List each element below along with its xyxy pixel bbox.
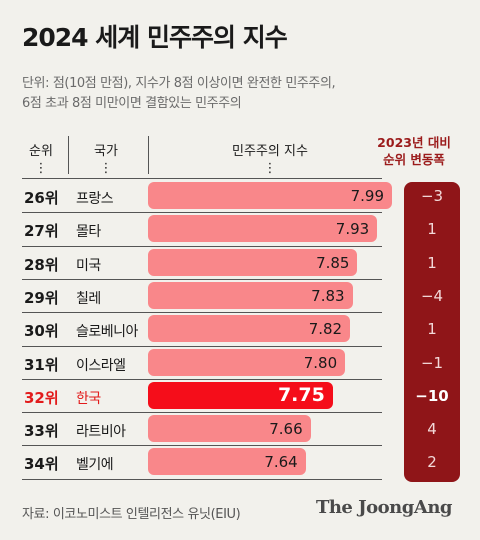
row-divider [22,445,382,447]
rank-change-column [404,182,460,482]
value-label: 7.85 [316,253,350,272]
row-divider [22,345,382,347]
rank-label: 31위 [24,355,59,374]
rank-label: 28위 [24,255,59,274]
row-divider [22,412,382,414]
rank-change-label: −3 [420,187,444,205]
country-label: 슬로베니아 [76,324,138,341]
rank-change-label: −10 [415,386,449,405]
header-rank-change: 2023년 대비 순위 변동폭 [354,134,474,168]
bar [148,348,346,376]
rank-label: 27위 [24,222,59,241]
header-country: 국가 [94,144,118,159]
row-divider [22,245,382,247]
column-divider [68,136,69,174]
value-label: 7.93 [335,220,370,239]
row-divider [22,378,382,380]
rank-change-label: −1 [420,353,444,372]
rank-label: 34위 [24,455,59,474]
row-divider [22,312,382,314]
rank-change-label: −4 [420,286,444,305]
value-label: 7.80 [303,353,338,372]
row-divider [22,478,382,480]
value-label: 7.66 [269,420,303,439]
country-label: 몰타 [76,224,101,241]
header-index: 민주주의 지수 [232,144,308,159]
bar [148,248,358,276]
bar [148,415,311,443]
rank-change-label: 1 [427,220,437,239]
header-change-line-1: 2023년 대비 [377,135,451,150]
bar [148,381,333,409]
rank-change-label: 4 [427,420,437,439]
page-title: 2024 세계 민주주의 지수 [22,23,288,52]
country-label: 라트비아 [76,424,126,441]
header-rank: 순위 [29,144,53,159]
value-label: 7.83 [311,286,345,305]
bar [148,215,378,243]
rank-label: 32위 [24,388,59,407]
value-label: 7.99 [350,187,384,205]
rank-label: 33위 [24,422,59,441]
rank-change-label: 1 [427,253,437,272]
row-divider [22,212,382,214]
index-ellipsis: ⋮ [263,161,277,176]
rank-change-label: 2 [427,453,437,472]
rank-label: 30위 [24,322,59,341]
rank-change-label: 1 [427,320,437,339]
subtitle: 단위: 점(10점 만점), 지수가 8점 이상이면 완전한 민주주의, 6점 … [22,74,462,114]
row-divider [22,278,382,280]
bar [148,315,351,343]
source-note: 자료: 이코노미스트 인텔리전스 유닛(EIU) [22,507,241,522]
subtitle-line-2: 6점 초과 8점 미만이면 결함있는 민주주의 [22,96,242,111]
country-label: 한국 [76,390,101,407]
column-divider [148,136,149,174]
subtitle-line-1: 단위: 점(10점 만점), 지수가 8점 이상이면 완전한 민주주의, [22,76,336,91]
bar [148,182,392,209]
country-label: 프랑스 [76,191,114,207]
row-divider [22,178,382,179]
bar [148,448,306,476]
country-ellipsis: ⋮ [99,161,113,176]
bar [148,281,353,309]
country-label: 벨기에 [76,457,114,474]
country-label: 미국 [76,257,101,274]
value-label: 7.82 [308,320,343,339]
country-label: 이스라엘 [76,357,126,374]
header-change-line-2: 순위 변동폭 [383,152,445,167]
brand-logo: The JoongAng [315,497,453,518]
rank-ellipsis: ⋮ [34,161,48,176]
value-label: 7.64 [264,453,298,472]
rank-label: 29위 [24,288,59,307]
rank-label: 26위 [24,189,59,207]
country-label: 칠레 [76,290,101,307]
value-label: 7.75 [277,383,325,406]
